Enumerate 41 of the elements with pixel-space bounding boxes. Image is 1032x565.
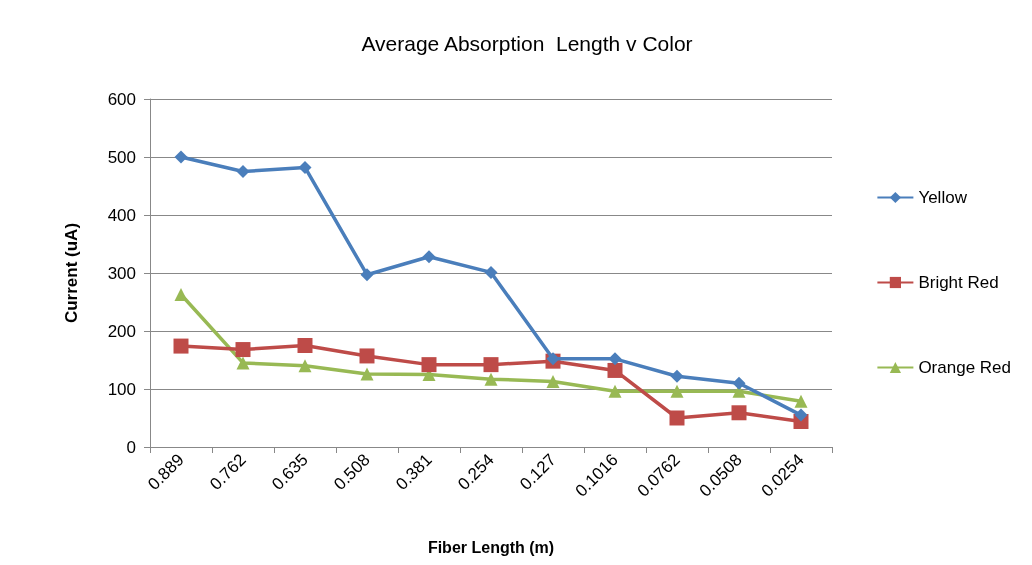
point	[360, 268, 374, 282]
y-tick-label: 400	[107, 205, 136, 225]
y-tick-label: 300	[107, 263, 136, 283]
x-axis-title: Fiber Length (m)	[427, 538, 555, 556]
point	[794, 408, 808, 422]
point	[608, 384, 622, 398]
y-tick-label: 100	[107, 379, 136, 399]
point	[546, 374, 560, 388]
point	[669, 410, 685, 426]
point	[236, 356, 250, 370]
point	[174, 287, 188, 301]
legend-label: Yellow	[918, 188, 968, 207]
point	[359, 348, 375, 364]
legend-label: Bright Red	[918, 273, 999, 292]
point	[360, 367, 374, 381]
point	[483, 357, 499, 373]
point	[174, 150, 188, 164]
point	[607, 362, 623, 378]
point	[421, 357, 437, 373]
point	[484, 372, 498, 386]
y-tick-label: 200	[107, 321, 136, 341]
point	[298, 359, 312, 373]
point	[422, 250, 436, 264]
point	[670, 384, 684, 398]
y-tick-label: 500	[107, 147, 136, 167]
point	[235, 342, 251, 358]
point	[236, 165, 250, 178]
point	[297, 338, 313, 353]
chart-title: Average Absorption Length v Color	[361, 32, 693, 55]
point	[794, 394, 808, 408]
point	[731, 405, 747, 421]
legend-label: Orange Red	[918, 358, 1012, 377]
point	[484, 265, 498, 279]
point	[298, 160, 312, 174]
point	[608, 352, 622, 366]
point	[173, 338, 189, 354]
point	[732, 376, 746, 390]
y-tick-label: 600	[107, 89, 136, 109]
point	[670, 369, 684, 383]
y-tick-label: 0	[126, 437, 136, 457]
y-axis-title: Current (uA)	[62, 222, 81, 324]
